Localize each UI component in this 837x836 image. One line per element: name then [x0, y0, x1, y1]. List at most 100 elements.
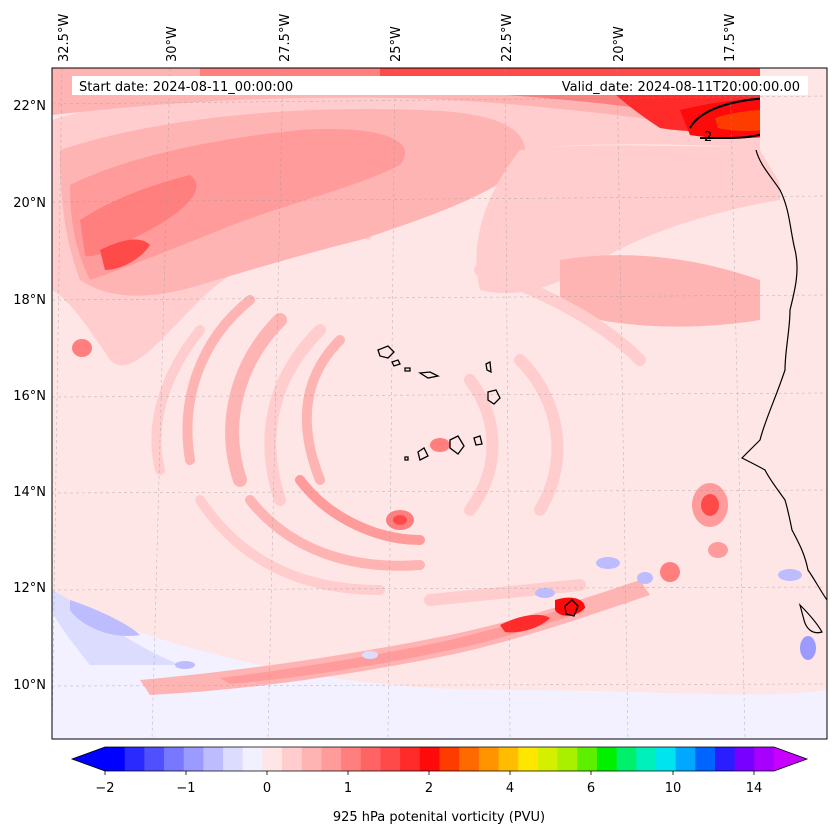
lat-label: 16°N	[13, 389, 46, 404]
pv-minimum	[637, 572, 653, 584]
valid-date-label: Valid_date: 2024-08-11T20:00:00.00	[562, 80, 800, 95]
colorbar-segment	[144, 747, 165, 771]
negative-pv-patch	[52, 590, 180, 665]
positive-pv-band	[560, 255, 760, 327]
colorbar-segment	[203, 747, 224, 771]
colorbar-segment	[498, 747, 519, 771]
colorbar-segment	[636, 747, 657, 771]
colorbar-tick-label: −1	[176, 781, 195, 796]
start-date-label: Start date: 2024-08-11_00:00:00	[79, 80, 293, 95]
colorbar-segment	[164, 747, 185, 771]
lat-label: 14°N	[13, 485, 46, 500]
colorbar	[70, 746, 809, 775]
colorbar-segment	[419, 747, 441, 771]
colorbar-title: 925 hPa potenital vorticity (PVU)	[333, 810, 545, 825]
colorbar-segment	[360, 747, 382, 771]
colorbar-tick-label: 6	[587, 781, 595, 796]
contour-label: 2	[704, 130, 712, 145]
lat-label: 20°N	[13, 196, 46, 211]
lat-label: 18°N	[13, 293, 46, 308]
colorbar-segment	[400, 747, 421, 771]
negative-pv-patch	[70, 600, 140, 636]
land-area	[742, 68, 827, 620]
colorbar-segment	[754, 747, 775, 771]
offshore-island	[564, 599, 579, 617]
colorbar-tick-label: 0	[263, 781, 271, 796]
pv-minimum	[778, 569, 802, 581]
gridlines	[52, 68, 827, 739]
colorbar-tick-label: 14	[746, 781, 763, 796]
map-panel: 2	[51, 67, 828, 740]
colorbar-segment	[616, 747, 637, 771]
lon-label: 25°W	[389, 26, 404, 62]
colorbar-segment	[478, 747, 500, 771]
southern-pv-filament	[220, 605, 585, 684]
lat-label: 12°N	[13, 581, 46, 596]
positive-pv-core	[80, 175, 197, 257]
latitude-labels: 22°N 20°N 18°N 16°N 14°N 12°N 10°N	[13, 99, 46, 693]
pv-minimum	[800, 636, 816, 660]
lon-label: 30°W	[165, 26, 180, 62]
colorbar-segment	[321, 747, 342, 771]
colorbar-segment	[439, 747, 460, 771]
colorbar-segment	[223, 747, 244, 771]
colorbar-segment	[557, 747, 578, 771]
positive-pv-arc	[70, 129, 406, 280]
colorbar-segment	[183, 747, 204, 771]
colorbar-segment	[537, 747, 559, 771]
longitude-labels: 32.5°W 30°W 27.5°W 25°W 22.5°W 20°W 17.5…	[57, 14, 738, 62]
colorbar-segment	[282, 747, 303, 771]
positive-pv-band	[476, 145, 780, 294]
coastline-islands	[798, 602, 823, 634]
colorbar-segment	[655, 747, 677, 771]
pv-maximum	[72, 339, 92, 357]
colorbar-segment	[518, 747, 539, 771]
pv-maximum	[708, 542, 728, 558]
colorbar-segment	[714, 747, 736, 771]
colorbar-tick-labels: −2 −1 0 1 2 4 6 10 14	[95, 781, 762, 796]
pv-minimum	[362, 651, 378, 659]
colorbar-over-arrow	[774, 747, 807, 771]
colorbar-segment	[242, 747, 264, 771]
colorbar-segment	[695, 747, 716, 771]
african-coastline	[740, 149, 827, 601]
colorbar-tick-label: 2	[425, 781, 433, 796]
colorbar-segment	[596, 747, 618, 771]
colorbar-segment	[380, 747, 401, 771]
pv-maximum	[500, 614, 550, 633]
colorbar-tick-label: −2	[95, 781, 114, 796]
lat-label: 22°N	[13, 99, 46, 114]
lon-label: 17.5°W	[723, 14, 738, 62]
colorbar-segment	[262, 747, 283, 771]
pv-minimum	[535, 588, 555, 598]
positive-pv-core	[100, 239, 150, 270]
negative-pv-band-south	[52, 600, 827, 739]
colorbar-segment	[341, 747, 362, 771]
colorbar-tick-label: 4	[506, 781, 514, 796]
colorbar-segment	[301, 747, 323, 771]
southern-pv-filament	[140, 580, 650, 695]
colorbar-segment	[675, 747, 696, 771]
pv-maximum	[393, 515, 407, 525]
colorbar-segment	[734, 747, 755, 771]
pv-minimum	[175, 661, 195, 669]
pv-maximum	[555, 597, 585, 616]
pv-maximum	[660, 562, 680, 582]
lon-label: 32.5°W	[57, 14, 72, 62]
colorbar-segment	[459, 747, 480, 771]
colorbar-under-arrow	[72, 747, 105, 771]
cape-verde-islands	[377, 345, 501, 461]
lat-label: 10°N	[13, 678, 46, 693]
colorbar-tick-label: 1	[344, 781, 352, 796]
colorbar-tick-label: 10	[665, 781, 682, 796]
spiral-bands	[151, 264, 646, 606]
pv-maximum	[430, 438, 450, 452]
lon-label: 27.5°W	[278, 14, 293, 62]
pv-maximum	[701, 494, 719, 516]
colorbar-segment	[577, 747, 598, 771]
map-frame	[51, 67, 828, 740]
colorbar-segment	[124, 747, 145, 771]
pv-minimum	[596, 557, 620, 569]
header-box	[72, 76, 808, 95]
